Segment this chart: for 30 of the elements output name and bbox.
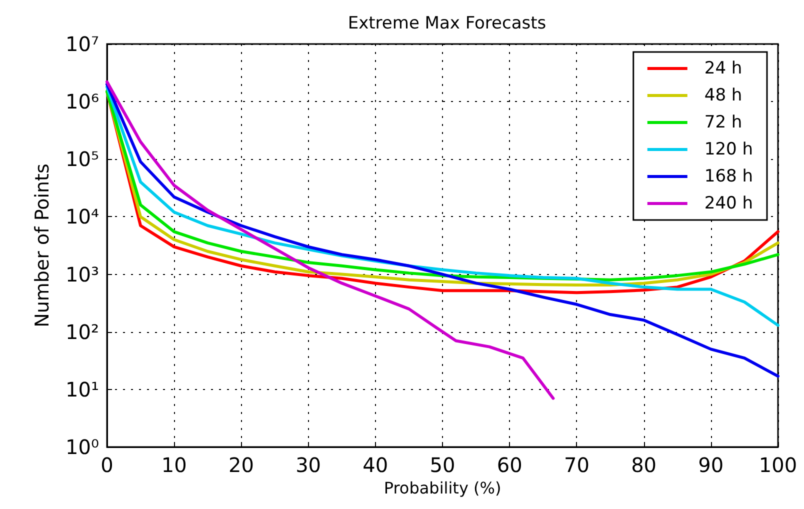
x-tick-label: 10 bbox=[161, 453, 187, 477]
chart-title: Extreme Max Forecasts bbox=[348, 14, 546, 34]
x-tick-label: 50 bbox=[430, 453, 456, 477]
x-tick-label: 20 bbox=[228, 453, 254, 477]
y-tick-label: 10⁷ bbox=[66, 32, 99, 56]
y-tick-label: 10⁴ bbox=[66, 204, 99, 229]
y-tick-label: 10² bbox=[66, 320, 99, 344]
legend-label: 240 h bbox=[704, 194, 754, 214]
line-series bbox=[106, 82, 780, 378]
x-tick-label: 100 bbox=[758, 453, 798, 477]
legend-label: 168 h bbox=[704, 166, 754, 186]
x-tick-label: 80 bbox=[631, 453, 657, 477]
x-tick-label: 60 bbox=[496, 453, 522, 477]
line-series bbox=[106, 80, 555, 400]
y-tick-label: 10⁶ bbox=[66, 90, 99, 114]
legend-label: 24 h bbox=[704, 58, 742, 78]
x-tick-label: 0 bbox=[100, 453, 114, 477]
x-tick-label: 40 bbox=[362, 453, 388, 477]
x-tick-label: 90 bbox=[698, 453, 724, 477]
y-tick-label: 10¹ bbox=[66, 377, 99, 402]
y-tick-label: 10⁵ bbox=[66, 147, 99, 172]
x-tick-label: 30 bbox=[296, 453, 322, 477]
y-axis-title: Number of Points bbox=[32, 164, 54, 328]
x-axis-title: Probability (%) bbox=[384, 478, 502, 498]
y-tick-label: 10³ bbox=[66, 262, 99, 286]
legend-label: 72 h bbox=[704, 112, 742, 132]
x-tick-label: 70 bbox=[564, 453, 590, 477]
y-tick-label: 10⁰ bbox=[66, 435, 99, 459]
legend-label: 120 h bbox=[704, 140, 754, 160]
legend-label: 48 h bbox=[704, 86, 742, 106]
